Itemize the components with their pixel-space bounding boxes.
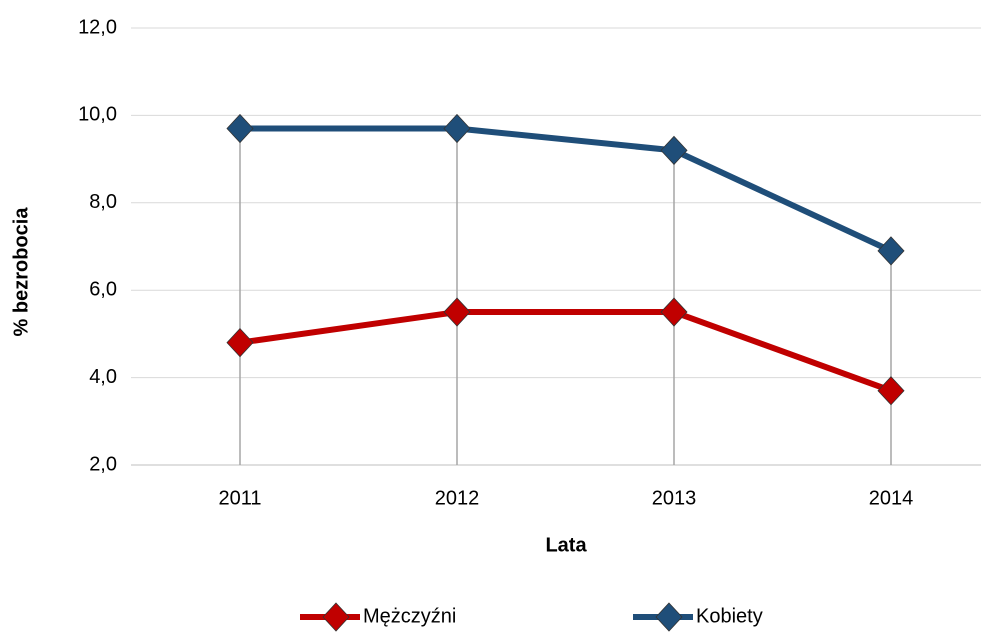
series-line [240,125,893,254]
legend-marker [322,602,350,632]
y-tick-label: 2,0 [89,453,117,475]
marker [443,113,471,144]
marker [877,236,905,266]
y-tick-label: 12,0 [78,16,117,38]
legend-marker [655,602,683,632]
legend-label: Kobiety [696,605,763,627]
legend-label: Mężczyźni [363,605,456,627]
marker [660,297,688,327]
y-tick-label: 10,0 [78,104,117,126]
x-tick-label: 2013 [652,487,697,509]
y-axis-label: % bezrobocia [10,207,32,337]
marker [660,135,688,165]
marker [226,328,254,358]
series-line [239,309,893,394]
y-tick-label: 6,0 [89,278,117,300]
y-tick-label: 4,0 [89,366,117,388]
x-tick-label: 2012 [435,487,480,509]
x-tick-label: 2011 [218,487,261,509]
marker [226,113,254,144]
marker [877,376,905,406]
x-axis-label: Lata [545,534,587,556]
marker [443,297,471,327]
x-tick-label: 2014 [869,487,914,509]
y-tick-label: 8,0 [89,191,117,213]
